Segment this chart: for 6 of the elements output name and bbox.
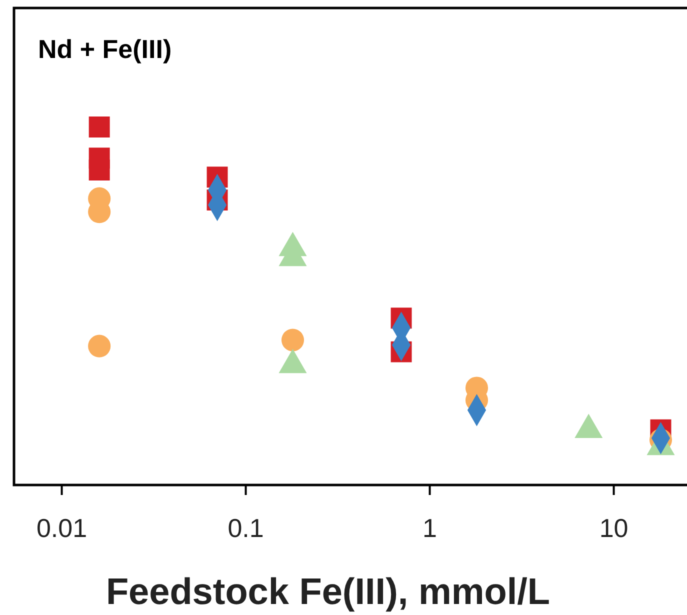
x-axis-title: Feedstock Fe(III), mmol/L xyxy=(106,571,550,612)
x-tick-label: 0.1 xyxy=(228,513,264,543)
x-tick-label: 1 xyxy=(422,513,438,543)
x-tick-label: 10 xyxy=(599,513,628,543)
x-tick-label: 0.01 xyxy=(36,513,88,543)
chart-title: Nd + Fe(III) xyxy=(38,34,172,64)
